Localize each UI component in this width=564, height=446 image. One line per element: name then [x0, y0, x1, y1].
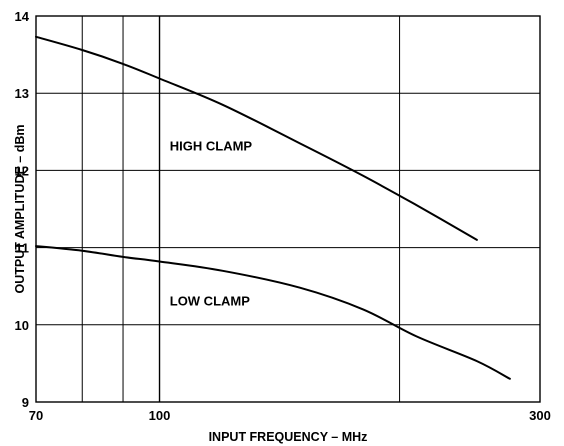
series-line-0 [35, 35, 478, 241]
y-tick-label: 9 [22, 395, 29, 410]
annotation-label: LOW CLAMP [170, 294, 250, 309]
tick-labels: 9 10 11 12 13 14 70 100 300 [15, 9, 551, 423]
y-tick-label: 12 [15, 163, 29, 178]
annotations: HIGH CLAMP LOW CLAMP [170, 138, 253, 308]
series-line-1 [35, 245, 511, 380]
x-tick-label: 70 [29, 408, 43, 423]
y-tick-label: 10 [15, 318, 29, 333]
series-layer [35, 35, 511, 380]
plot-frame [35, 15, 541, 403]
y-axis-label: OUTPUT AMPLITUDE – dBm [13, 125, 27, 294]
x-axis-label: INPUT FREQUENCY – MHz [209, 430, 368, 444]
y-tick-label: 11 [15, 241, 29, 256]
annotation-label: HIGH CLAMP [170, 138, 253, 153]
y-tick-label: 13 [15, 86, 29, 101]
x-tick-label: 100 [149, 408, 171, 423]
y-tick-label: 14 [15, 9, 30, 24]
grid-lines [36, 16, 540, 402]
x-tick-label: 300 [529, 408, 551, 423]
